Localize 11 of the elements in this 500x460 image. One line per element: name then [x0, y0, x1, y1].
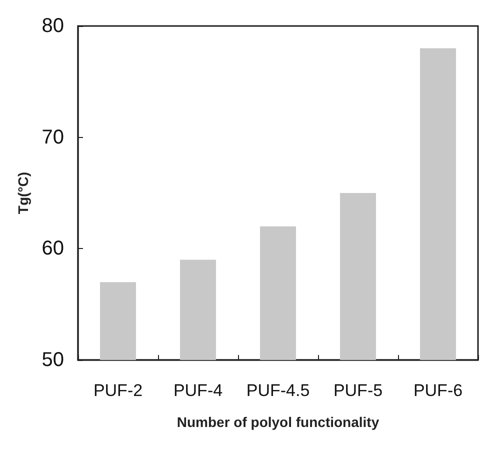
y-axis-title: Tg(°C) [15, 172, 31, 214]
y-tick-label: 60 [42, 238, 64, 260]
x-axis-title: Number of polyol functionality [176, 414, 380, 430]
y-tick-label: 70 [42, 126, 64, 148]
x-tick-label: PUF-4 [173, 381, 223, 400]
y-tick-label: 50 [42, 349, 64, 371]
x-tick-label: PUF-4.5 [246, 381, 310, 400]
x-tick-label: PUF-6 [413, 381, 463, 400]
x-tick-label: PUF-5 [333, 381, 383, 400]
y-tick-label: 80 [42, 15, 64, 37]
x-tick-label: PUF-2 [93, 381, 143, 400]
